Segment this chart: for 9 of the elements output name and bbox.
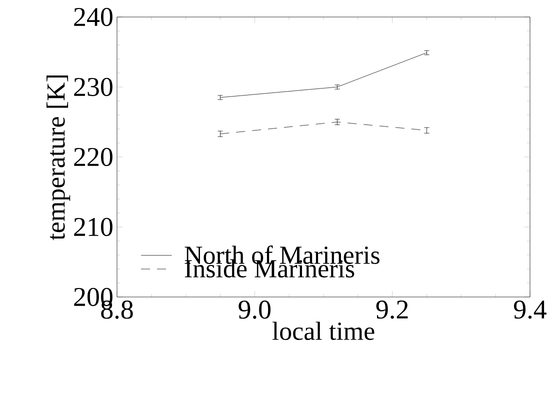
- x-tick-label: 9.2: [376, 300, 408, 319]
- y-tick-label: 210: [74, 218, 112, 236]
- y-tick-label: 220: [74, 148, 112, 166]
- x-tick-label: 9.4: [514, 300, 546, 319]
- x-axis-title: local time: [272, 322, 374, 340]
- y-axis-title: temperature [K]: [46, 76, 70, 240]
- x-tick-label: 9.0: [238, 300, 271, 319]
- y-tick-label: 230: [74, 78, 112, 96]
- y-tick-label: 240: [74, 8, 112, 26]
